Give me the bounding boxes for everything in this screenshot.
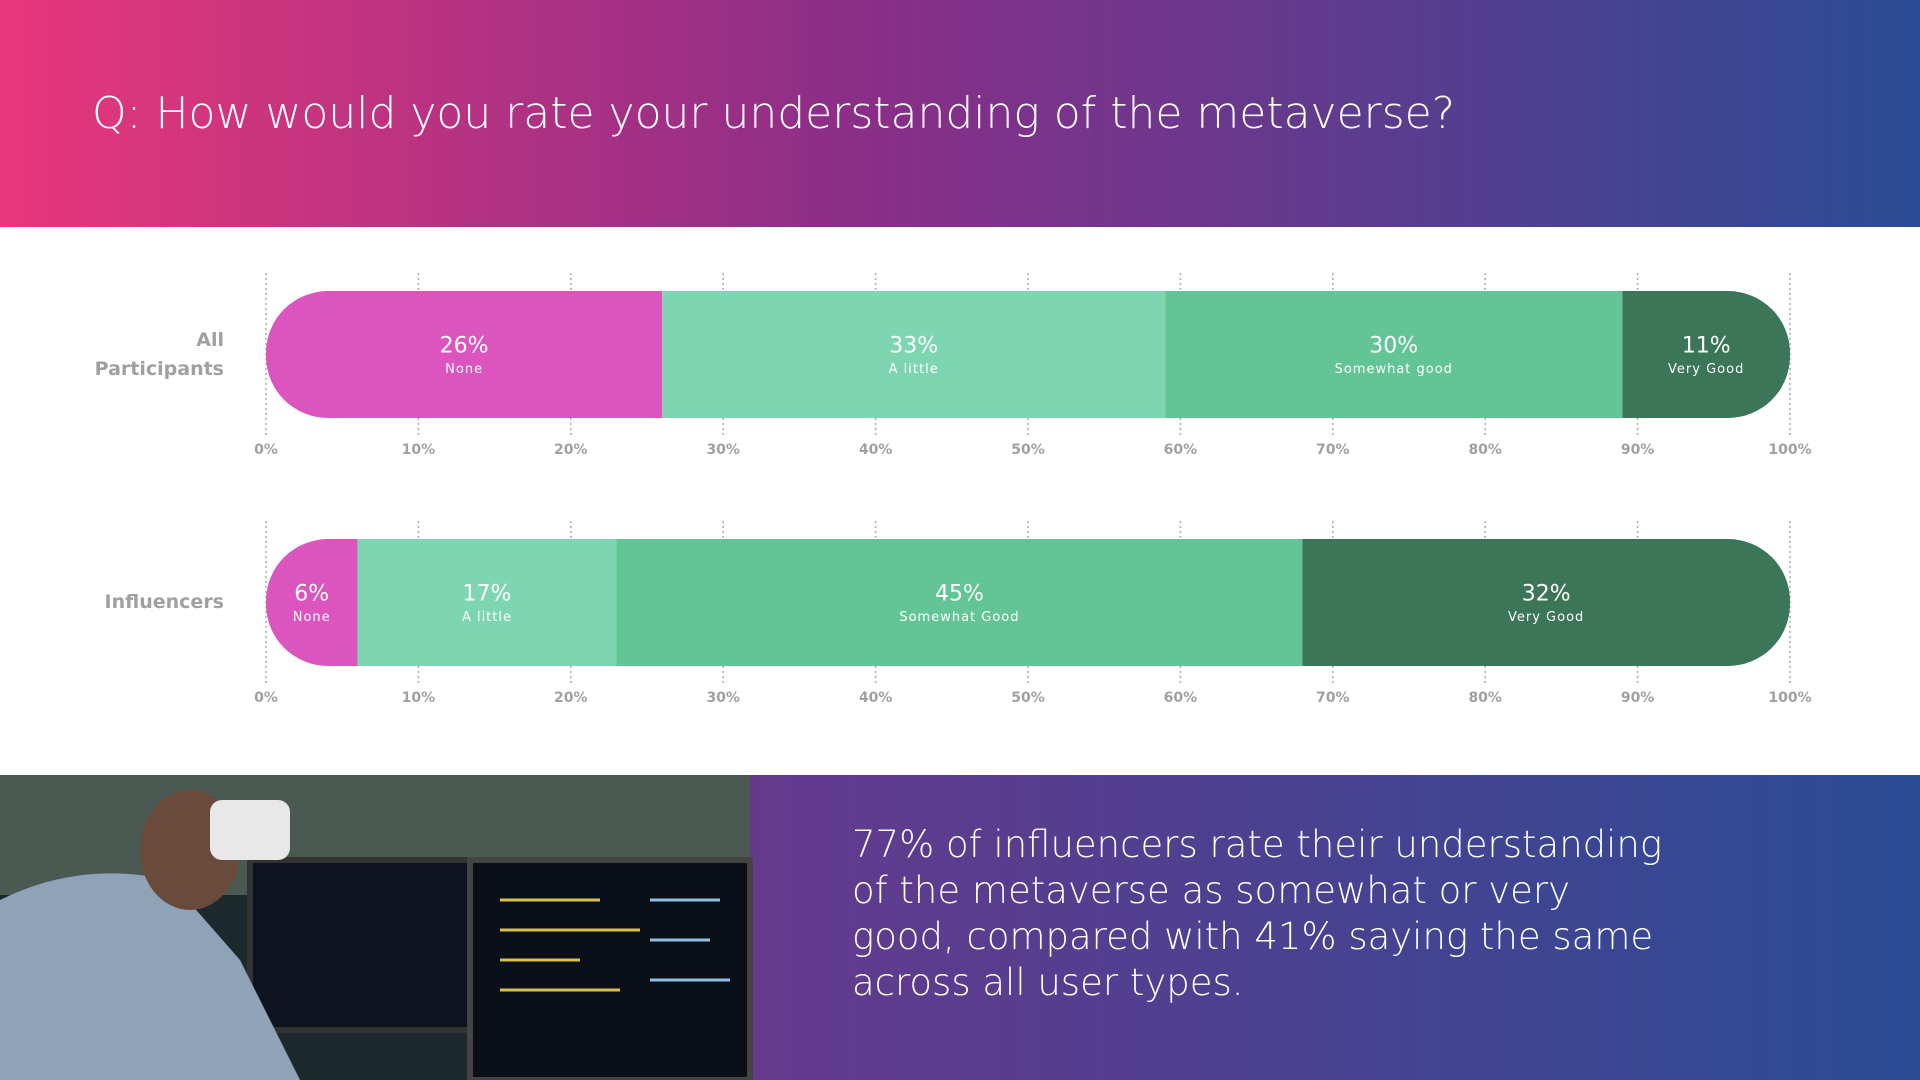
segment-label: Very Good [1668,362,1744,377]
segment-label: Somewhat Good [899,610,1019,625]
segment-label: Somewhat good [1335,362,1453,377]
x-tick-label: 90% [1621,690,1655,706]
x-tick-label: 0% [254,442,278,458]
header-band [0,0,1920,227]
x-tick-label: 80% [1468,442,1502,458]
bar-segment [616,539,1303,666]
value-label: 6% [294,582,329,607]
bar-segment [357,539,617,666]
x-tick-label: 20% [554,690,588,706]
x-tick-label: 30% [706,442,740,458]
x-tick-label: 60% [1164,690,1198,706]
x-tick-label: 40% [859,690,893,706]
value-label: 33% [889,334,938,359]
x-tick-label: 60% [1164,442,1198,458]
bar-segment [266,291,663,418]
bar-segment [1622,291,1790,418]
value-label: 26% [440,334,489,359]
bar-segment [1165,291,1623,418]
segment-label: Very Good [1508,610,1584,625]
x-tick-label: 100% [1768,690,1811,706]
bar-segment [662,291,1166,418]
segment-label: A little [462,610,512,625]
value-label: 45% [935,582,984,607]
title: Q: How would you rate your understanding… [92,88,1456,139]
x-tick-label: 0% [254,690,278,706]
photo [0,775,753,1080]
stacked-bar [266,291,1790,418]
callout: 77% of influencers rate their understand… [852,823,1663,1004]
x-tick-label: 70% [1316,442,1350,458]
value-label: 32% [1522,582,1571,607]
x-tick-label: 10% [402,442,436,458]
segment-label: None [293,610,331,625]
row-label: All Participants [94,328,224,380]
value-label: 11% [1682,334,1731,359]
x-tick-label: 10% [402,690,436,706]
segment-label: A little [889,362,939,377]
stacked-bar [266,539,1790,666]
value-label: 30% [1369,334,1418,359]
x-tick-label: 90% [1621,442,1655,458]
x-tick-label: 50% [1011,690,1045,706]
bar-segment [1302,539,1790,666]
segment-label: None [445,362,483,377]
x-tick-label: 30% [706,690,740,706]
x-tick-label: 80% [1468,690,1502,706]
x-tick-label: 40% [859,442,893,458]
x-tick-label: 70% [1316,690,1350,706]
x-tick-label: 100% [1768,442,1811,458]
x-tick-label: 20% [554,442,588,458]
x-tick-label: 50% [1011,442,1045,458]
row-label: Influencers [104,591,224,613]
value-label: 17% [463,582,512,607]
